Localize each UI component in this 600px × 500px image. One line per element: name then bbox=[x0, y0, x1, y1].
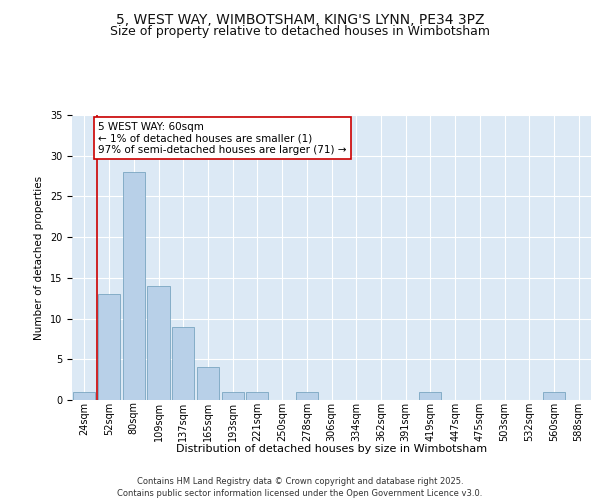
Bar bbox=[172, 326, 194, 400]
Text: Size of property relative to detached houses in Wimbotsham: Size of property relative to detached ho… bbox=[110, 25, 490, 38]
Text: 5 WEST WAY: 60sqm
← 1% of detached houses are smaller (1)
97% of semi-detached h: 5 WEST WAY: 60sqm ← 1% of detached house… bbox=[98, 122, 346, 154]
Bar bbox=[296, 392, 318, 400]
Bar bbox=[246, 392, 268, 400]
Bar bbox=[98, 294, 120, 400]
Bar bbox=[543, 392, 565, 400]
Bar bbox=[73, 392, 95, 400]
Text: 5, WEST WAY, WIMBOTSHAM, KING'S LYNN, PE34 3PZ: 5, WEST WAY, WIMBOTSHAM, KING'S LYNN, PE… bbox=[116, 12, 484, 26]
Bar bbox=[197, 368, 219, 400]
X-axis label: Distribution of detached houses by size in Wimbotsham: Distribution of detached houses by size … bbox=[176, 444, 487, 454]
Bar bbox=[148, 286, 170, 400]
Bar bbox=[419, 392, 442, 400]
Bar bbox=[122, 172, 145, 400]
Bar bbox=[221, 392, 244, 400]
Text: Contains HM Land Registry data © Crown copyright and database right 2025.
Contai: Contains HM Land Registry data © Crown c… bbox=[118, 476, 482, 498]
Y-axis label: Number of detached properties: Number of detached properties bbox=[34, 176, 44, 340]
